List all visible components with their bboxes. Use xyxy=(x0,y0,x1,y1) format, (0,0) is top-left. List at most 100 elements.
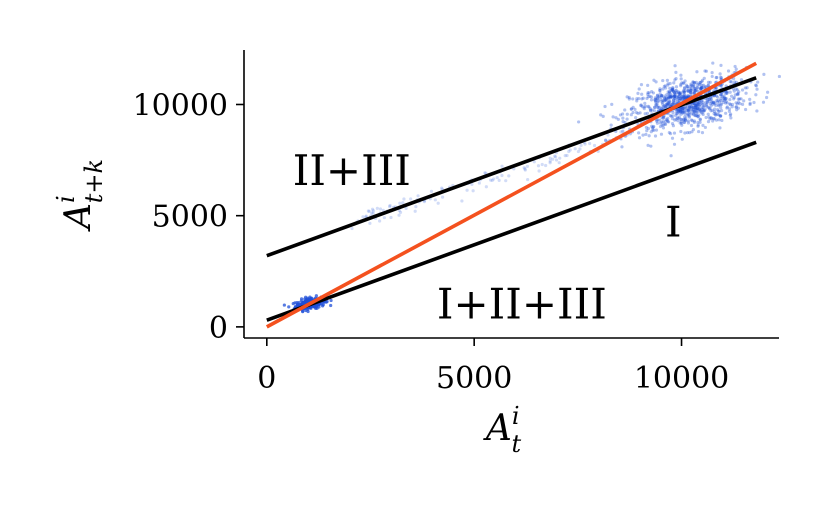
data-point xyxy=(635,97,639,101)
data-point xyxy=(727,109,731,113)
data-point xyxy=(688,131,692,135)
data-point xyxy=(619,130,623,134)
data-point xyxy=(689,88,693,92)
data-point xyxy=(737,90,741,94)
data-point xyxy=(674,85,679,89)
data-point xyxy=(685,89,690,93)
data-point xyxy=(748,101,752,105)
data-point xyxy=(672,94,677,98)
data-point xyxy=(707,97,711,102)
data-point xyxy=(558,156,562,160)
data-point xyxy=(725,101,729,105)
data-point xyxy=(532,160,536,164)
data-point xyxy=(692,113,696,117)
data-point xyxy=(490,178,494,182)
data-point xyxy=(650,90,654,94)
data-point xyxy=(705,100,709,105)
data-point xyxy=(735,92,739,96)
data-point xyxy=(691,107,696,112)
data-point xyxy=(655,93,660,97)
data-point xyxy=(652,105,657,110)
data-point xyxy=(682,120,687,125)
data-point xyxy=(414,205,418,209)
data-point xyxy=(307,297,311,301)
data-point xyxy=(674,70,678,75)
data-point xyxy=(711,61,715,65)
axes xyxy=(243,50,779,339)
data-point xyxy=(681,106,685,111)
data-point xyxy=(683,110,687,114)
data-point xyxy=(701,112,705,117)
data-point xyxy=(700,131,705,135)
data-point xyxy=(653,99,658,103)
data-point xyxy=(646,83,650,87)
data-point xyxy=(670,87,675,92)
data-point xyxy=(693,106,697,110)
data-point xyxy=(719,63,723,67)
annotation-label: I+II+III xyxy=(437,280,607,329)
data-point xyxy=(689,107,693,112)
data-point xyxy=(714,118,719,122)
data-point xyxy=(669,95,674,99)
data-point xyxy=(754,93,758,97)
data-point xyxy=(723,97,727,101)
data-point xyxy=(724,111,728,115)
data-point xyxy=(548,156,552,160)
data-point xyxy=(709,109,713,113)
data-point xyxy=(680,107,685,111)
data-point xyxy=(657,94,661,99)
data-point xyxy=(664,98,668,102)
data-point xyxy=(663,94,667,98)
data-point xyxy=(698,80,702,85)
data-point xyxy=(642,107,646,111)
data-point xyxy=(661,87,665,91)
data-point xyxy=(698,83,702,87)
data-point xyxy=(706,83,710,88)
data-point xyxy=(398,210,403,215)
data-point xyxy=(663,122,667,126)
data-point xyxy=(671,86,675,90)
data-point xyxy=(610,102,614,106)
y-axis-label: Ait+k xyxy=(52,159,108,232)
data-point xyxy=(719,114,723,118)
data-point xyxy=(754,84,758,88)
data-point xyxy=(694,114,698,118)
data-point xyxy=(588,141,592,146)
data-point xyxy=(714,94,719,98)
data-point xyxy=(706,112,710,116)
data-point xyxy=(675,116,680,120)
data-point xyxy=(715,100,720,104)
data-point xyxy=(666,90,670,94)
data-point xyxy=(704,101,708,105)
data-point xyxy=(737,97,742,101)
data-point xyxy=(523,167,527,171)
data-point xyxy=(676,90,680,94)
data-point xyxy=(679,110,683,114)
data-point xyxy=(734,105,738,109)
data-point xyxy=(683,117,687,122)
data-point xyxy=(716,98,720,102)
data-point xyxy=(727,107,732,111)
data-point xyxy=(646,91,650,95)
data-point xyxy=(329,298,333,303)
data-point xyxy=(675,94,680,98)
data-point xyxy=(500,173,504,178)
data-point xyxy=(670,117,675,121)
data-point xyxy=(692,109,696,113)
data-point xyxy=(621,116,625,120)
data-point xyxy=(693,103,698,107)
data-point xyxy=(712,109,717,114)
data-point xyxy=(660,100,664,105)
data-point xyxy=(740,88,745,92)
data-point xyxy=(743,107,748,112)
data-point xyxy=(471,189,475,193)
data-point xyxy=(692,81,696,85)
data-point xyxy=(678,109,682,113)
data-point xyxy=(692,91,697,95)
data-point xyxy=(702,109,706,113)
data-point xyxy=(688,88,693,92)
data-point xyxy=(665,118,669,122)
data-point xyxy=(723,101,728,105)
data-point xyxy=(688,105,692,109)
data-point xyxy=(668,103,672,107)
